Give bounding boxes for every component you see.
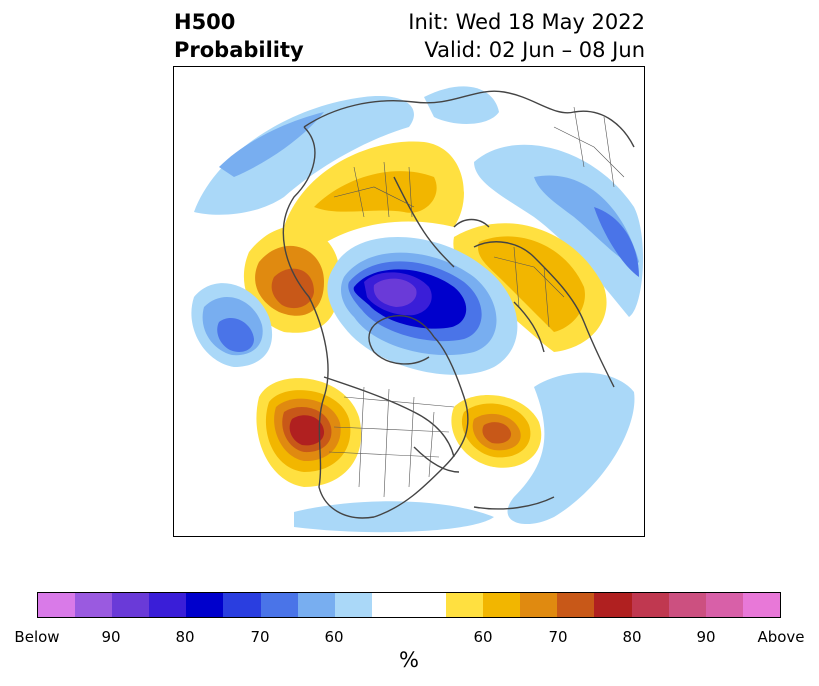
colorbar-tick-label: 60 [473,628,493,646]
above-region-pacific-core [271,268,314,309]
colorbar [37,592,781,618]
below-region-ne-pacific-core [217,318,254,352]
colorbar-segment [742,593,780,617]
colorbar-segment [334,593,372,617]
below-region-siberia [474,144,644,317]
borders [328,106,625,498]
colorbar-segment [483,593,521,617]
colorbar-tick-label: 60 [324,628,344,646]
below-region-top [424,86,499,124]
colorbar-tick-label: 70 [548,628,568,646]
colorbar-tick-label: Below [14,628,60,646]
coastlines [282,90,635,519]
colorbar-segment [38,593,76,617]
chart-title-left: H500 Probability [174,8,304,64]
colorbar-tick-label: Above [757,628,805,646]
colorbar-segment [186,593,224,617]
below-region-south [294,501,494,533]
colorbar-segment [446,593,484,617]
below-region-upper-left-core [219,112,324,177]
colorbar-tick-label: 80 [175,628,195,646]
colorbar-segment [149,593,187,617]
colorbar-tick-label: 80 [622,628,642,646]
colorbar-segment [668,593,706,617]
colorbar-unit: % [399,648,419,672]
above-region-eurasia-core [478,236,585,332]
below-region-arctic-core [373,278,417,307]
init-date: Init: Wed 18 May 2022 [408,10,645,34]
colorbar-tick-label: 90 [101,628,121,646]
above-region-west-us-core [289,415,325,446]
colorbar-segment [223,593,261,617]
valid-range: Valid: 02 Jun – 08 Jun [424,38,645,62]
title-type: Probability [174,38,304,62]
below-region-atlantic [507,372,635,525]
colorbar-tick-label: 90 [696,628,716,646]
chart-title-right: Init: Wed 18 May 2022 Valid: 02 Jun – 08… [408,8,645,64]
colorbar-segment [705,593,743,617]
colorbar-segment [260,593,298,617]
colorbar-segment [297,593,335,617]
below-region-siberia-core [594,207,639,277]
colorbar-segment [557,593,595,617]
below-region-upper-left [194,96,414,215]
above-region-north-core [314,171,437,213]
map-panel [173,66,645,537]
colorbar-segment [631,593,669,617]
colorbar-segment [520,593,558,617]
colorbar-segment [594,593,632,617]
colorbar-segment [75,593,113,617]
above-region-east-us-core [482,422,512,444]
colorbar-tick-label: 70 [250,628,270,646]
probability-map [191,86,644,533]
colorbar-segment [371,593,447,617]
title-variable: H500 [174,10,236,34]
colorbar-segment [112,593,150,617]
